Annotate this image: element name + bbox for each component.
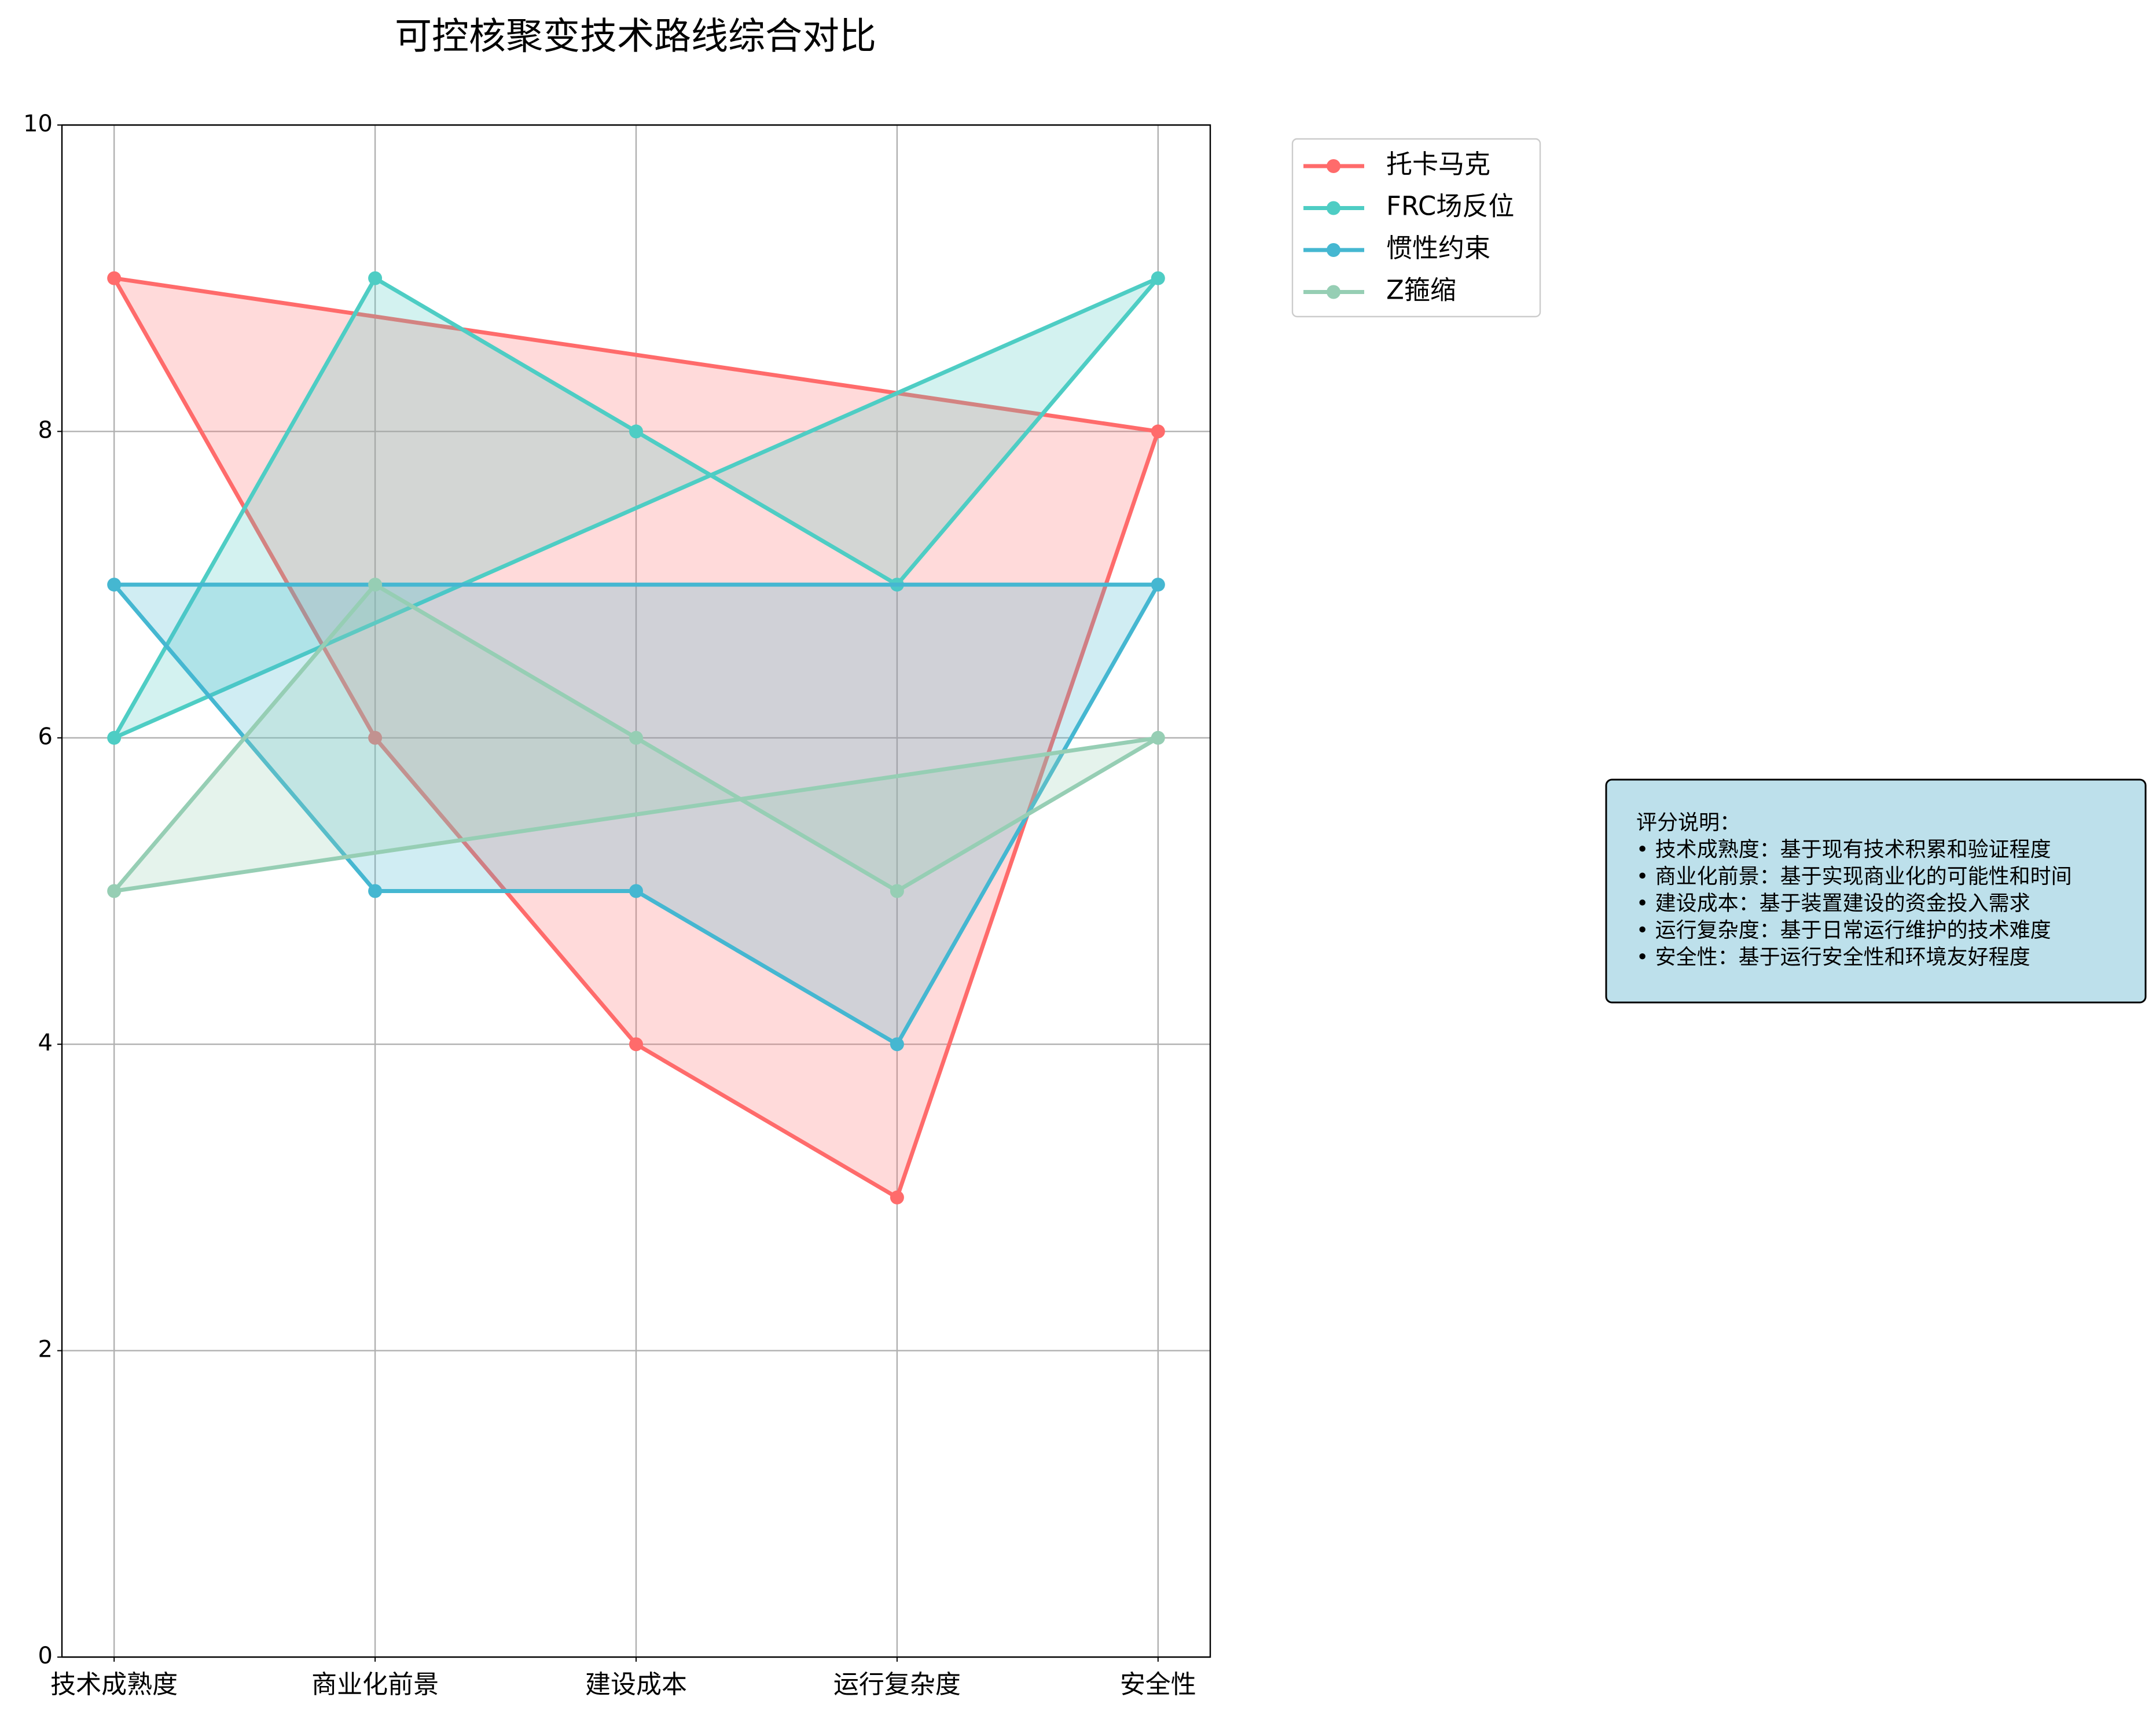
marker [368, 730, 383, 745]
marker [368, 884, 383, 898]
x-tick-label: 运行复杂度 [833, 1670, 961, 1699]
x-tick-label: 商业化前景 [311, 1670, 439, 1699]
marker [1151, 730, 1165, 745]
plot-frame [61, 124, 1211, 1658]
series-line [109, 582, 1162, 1048]
marker [368, 271, 383, 285]
legend-label: FRC场反位 [1386, 191, 1514, 222]
marker [107, 730, 122, 745]
marker [107, 578, 122, 592]
series-line [110, 276, 1161, 1201]
series-line [109, 275, 1160, 743]
legend-marker [1327, 159, 1340, 173]
y-tick-label: 4 [38, 1030, 53, 1056]
marker [368, 578, 383, 592]
note-line: • 安全性：基于运行安全性和环境友好程度 [1636, 946, 2030, 969]
note-line: • 运行复杂度：基于日常运行维护的技术难度 [1636, 919, 2051, 942]
marker [629, 1037, 643, 1052]
marker [890, 1037, 904, 1052]
marker [890, 884, 904, 898]
legend-marker [1327, 201, 1340, 215]
y-tick-label: 10 [23, 111, 53, 137]
legend-marker [1327, 285, 1340, 299]
note-line: 评分说明： [1636, 811, 1740, 835]
marker [629, 884, 643, 898]
x-tick-label: 建设成本 [585, 1670, 687, 1699]
legend-label: 托卡马克 [1386, 149, 1490, 179]
y-tick-label: 8 [38, 417, 53, 443]
y-tick-label: 6 [38, 723, 53, 750]
marker [1151, 578, 1165, 592]
series-line [109, 582, 1159, 894]
chart-title: 可控核聚变技术路线综合对比 [395, 16, 876, 58]
legend-box [1291, 138, 1541, 318]
marker [1151, 424, 1165, 439]
note-box [1605, 778, 2147, 1004]
legend-label: 惯性约束 [1386, 233, 1490, 263]
legend-label: Z箍缩 [1386, 275, 1456, 306]
x-tick-label: 技术成熟度 [50, 1670, 178, 1699]
marker [629, 730, 643, 745]
y-tick-label: 2 [38, 1336, 53, 1363]
x-tick-label: 安全性 [1120, 1670, 1196, 1699]
legend-marker [1327, 243, 1340, 257]
marker [107, 884, 122, 898]
marker [107, 271, 122, 285]
marker [629, 424, 643, 439]
note-line: • 商业化前景：基于实现商业化的可能性和时间 [1636, 865, 2072, 888]
note-line: • 建设成本：基于装置建设的资金投入需求 [1636, 892, 2030, 916]
marker [890, 1190, 904, 1204]
note-line: • 技术成熟度：基于现有技术积累和验证程度 [1636, 838, 2051, 862]
marker [1151, 271, 1165, 285]
y-tick-label: 0 [38, 1643, 53, 1669]
